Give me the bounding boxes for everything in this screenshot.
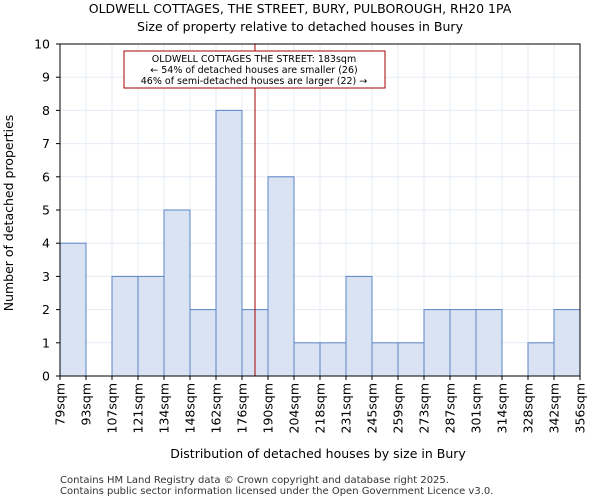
- y-tick-label: 8: [42, 103, 50, 118]
- footer-line-2: Contains public sector information licen…: [60, 486, 493, 497]
- histogram-bar: [423, 309, 451, 377]
- y-tick-label: 3: [42, 269, 50, 284]
- x-axis-label: Distribution of detached houses by size …: [170, 446, 466, 461]
- annotation-box: [123, 50, 386, 89]
- annotation-line-2: ← 54% of detached houses are smaller (26…: [150, 65, 357, 76]
- y-tick-label: 7: [42, 136, 50, 151]
- x-tick-label: 328sqm: [521, 383, 536, 433]
- histogram-bar: [527, 342, 555, 377]
- x-tick-label: 218sqm: [313, 383, 328, 433]
- x-tick-label: 134sqm: [157, 383, 172, 433]
- x-tick-label: 259sqm: [391, 383, 406, 433]
- x-tick-label: 162sqm: [209, 383, 224, 433]
- histogram-bar: [215, 109, 243, 377]
- x-tick-label: 245sqm: [365, 383, 380, 433]
- y-tick-label: 1: [42, 335, 50, 350]
- x-tick-label: 93sqm: [79, 383, 94, 426]
- histogram-bar: [137, 275, 165, 377]
- x-tick-label: 356sqm: [573, 383, 588, 433]
- annotation-line-3: 46% of semi-detached houses are larger (…: [141, 76, 368, 87]
- footer-line-1: Contains HM Land Registry data © Crown c…: [60, 475, 449, 486]
- y-tick-label: 4: [42, 236, 50, 251]
- x-tick-label: 287sqm: [443, 383, 458, 433]
- x-tick-label: 148sqm: [183, 383, 198, 433]
- y-tick-label: 0: [42, 369, 50, 384]
- x-tick-label: 314sqm: [495, 383, 510, 433]
- x-axis-ticks: 79sqm 93sqm 107sqm 121sqm 134sqm 148sqm 162sqm…: [53, 376, 588, 433]
- y-axis-label: Number of detached properties: [1, 115, 16, 312]
- x-tick-label: 301sqm: [469, 383, 484, 433]
- histogram-bar: [189, 309, 217, 377]
- histogram-bar: [345, 275, 373, 377]
- histogram-bar: [475, 309, 503, 377]
- x-tick-label: 79sqm: [53, 383, 68, 426]
- y-tick-label: 9: [42, 70, 50, 85]
- y-tick-label: 6: [42, 169, 50, 184]
- x-tick-label: 231sqm: [339, 383, 354, 433]
- y-axis-ticks: 0 1 2 3 4 5 6 7 8 9 10: [34, 37, 60, 384]
- x-tick-label: 342sqm: [547, 383, 562, 433]
- y-tick-label: 5: [42, 203, 50, 218]
- y-tick-label: 10: [34, 37, 50, 52]
- histogram-bar: [397, 342, 425, 377]
- chart-subtitle: Size of property relative to detached ho…: [137, 19, 464, 34]
- histogram-bar: [371, 342, 399, 377]
- y-tick-label: 2: [42, 302, 50, 317]
- histogram-bar: [59, 242, 87, 377]
- histogram-bar: [553, 309, 581, 377]
- histogram-bar: [163, 209, 191, 377]
- histogram-bar: [111, 275, 139, 377]
- x-tick-label: 121sqm: [131, 383, 146, 433]
- chart-title: OLDWELL COTTAGES, THE STREET, BURY, PULB…: [89, 1, 512, 16]
- marker-annotation: OLDWELL COTTAGES THE STREET: 183sqm ← 54…: [123, 50, 386, 89]
- x-tick-label: 190sqm: [261, 383, 276, 433]
- histogram-bar: [319, 342, 347, 377]
- histogram-bar: [267, 176, 295, 377]
- histogram-bar: [293, 342, 321, 377]
- x-tick-label: 176sqm: [235, 383, 250, 433]
- histogram-bar: [449, 309, 477, 377]
- x-tick-label: 204sqm: [287, 383, 302, 433]
- x-tick-label: 107sqm: [105, 383, 120, 433]
- x-tick-label: 273sqm: [417, 383, 432, 433]
- annotation-line-1: OLDWELL COTTAGES THE STREET: 183sqm: [152, 54, 356, 65]
